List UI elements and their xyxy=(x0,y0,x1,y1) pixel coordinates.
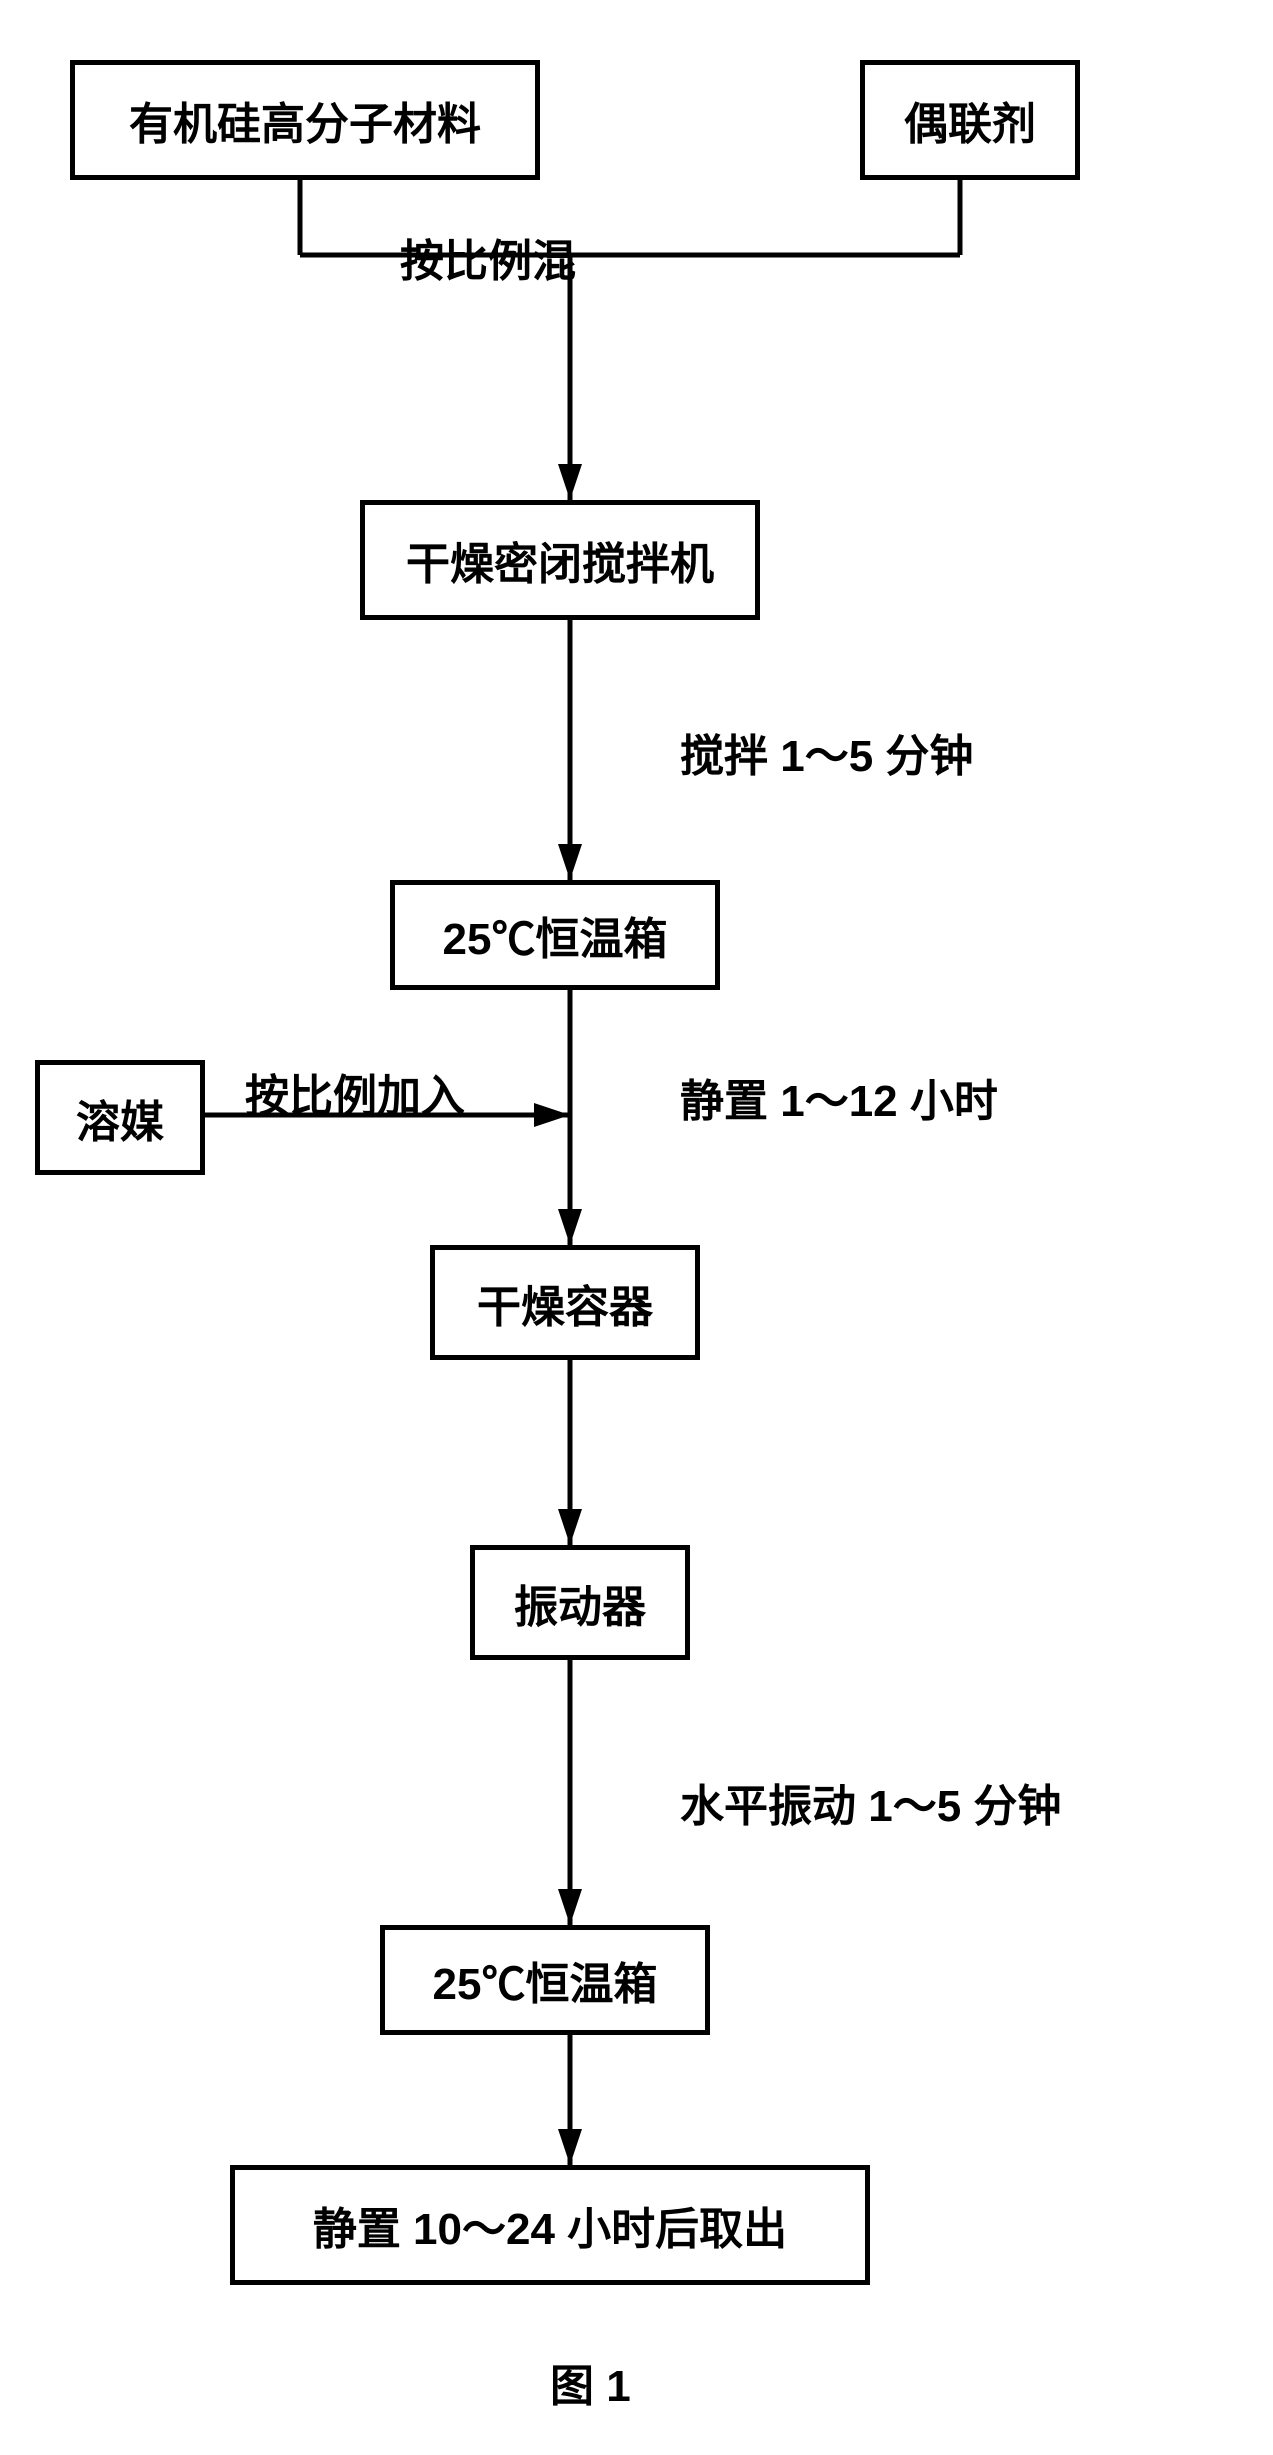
node-text: 有机硅高分子材料 xyxy=(129,88,481,152)
label-shake: 水平振动 1～5 分钟 xyxy=(680,1770,1061,1834)
node-text: 干燥密闭搅拌机 xyxy=(406,528,714,592)
label-stir: 搅拌 1～5 分钟 xyxy=(680,720,973,784)
node-coupling: 偶联剂 xyxy=(860,60,1080,180)
node-vibrator: 振动器 xyxy=(470,1545,690,1660)
node-text: 溶媒 xyxy=(76,1086,164,1150)
node-oven-2: 25℃恒温箱 xyxy=(380,1925,710,2035)
node-oven-1: 25℃恒温箱 xyxy=(390,880,720,990)
node-text: 静置 10～24 小时后取出 xyxy=(313,2193,787,2257)
flowchart-canvas: 有机硅高分子材料 偶联剂 干燥密闭搅拌机 25℃恒温箱 溶媒 干燥容器 振动器 … xyxy=(0,0,1273,2455)
label-mix: 按比例混 xyxy=(400,225,576,289)
label-add: 按比例加入 xyxy=(245,1060,465,1124)
label-rest1: 静置 1～12 小时 xyxy=(680,1065,998,1129)
node-text: 偶联剂 xyxy=(904,88,1036,152)
node-container: 干燥容器 xyxy=(430,1245,700,1360)
node-solvent: 溶媒 xyxy=(35,1060,205,1175)
node-text: 25℃恒温箱 xyxy=(443,903,668,967)
node-text: 干燥容器 xyxy=(477,1271,653,1335)
connectors-svg xyxy=(0,0,1273,2455)
node-text: 25℃恒温箱 xyxy=(433,1948,658,2012)
node-material: 有机硅高分子材料 xyxy=(70,60,540,180)
node-text: 振动器 xyxy=(514,1571,646,1635)
figure-caption: 图 1 xyxy=(550,2350,631,2414)
node-final: 静置 10～24 小时后取出 xyxy=(230,2165,870,2285)
node-mixer: 干燥密闭搅拌机 xyxy=(360,500,760,620)
